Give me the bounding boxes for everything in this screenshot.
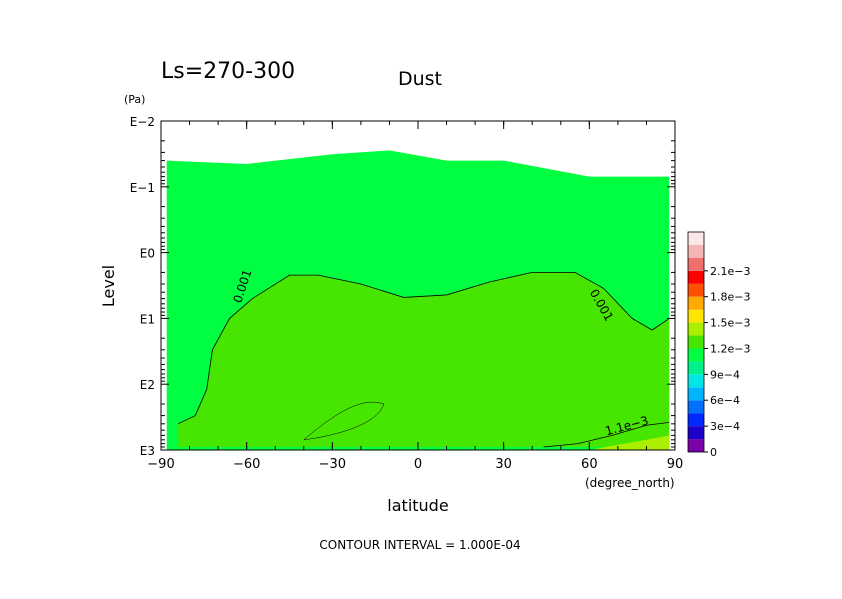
x-tick-label: 0 <box>414 457 422 472</box>
colorbar-swatch <box>688 348 704 362</box>
colorbar-swatch <box>688 400 704 414</box>
colorbar-swatch <box>688 244 704 258</box>
colorbar-swatch <box>688 413 704 427</box>
x-tick-label: 90 <box>667 457 684 472</box>
colorbar-swatch <box>688 232 704 245</box>
colorbar-tick-label: 3e−4 <box>710 420 740 433</box>
x-axis-label: latitude <box>387 496 448 515</box>
y-tick-label: E−2 <box>130 115 155 129</box>
colorbar-tick-label: 2.1e−3 <box>710 265 750 278</box>
colorbar-swatch <box>688 322 704 336</box>
colorbar-tick-label: 1.5e−3 <box>710 317 750 330</box>
colorbar-swatch <box>688 387 704 401</box>
y-tick-label: E1 <box>140 312 155 326</box>
dust-lobe <box>302 401 385 441</box>
contour-line-0 <box>177 272 670 425</box>
y-tick-label: E3 <box>140 444 155 458</box>
colorbar-tick-label: 9e−4 <box>710 368 740 381</box>
colorbar-swatch <box>688 257 704 271</box>
colorbar-swatch <box>688 361 704 375</box>
colorbar-tick-label: 1.2e−3 <box>710 342 750 355</box>
colorbar-swatch <box>688 270 704 284</box>
chart-title: Dust <box>398 68 442 90</box>
colorbar-swatch <box>688 309 704 323</box>
colorbar-frame <box>687 231 705 453</box>
x-unit-label: (degree_north) <box>585 476 675 490</box>
axes: −90 −60 −30 0 30 60 90 E−2 E−1 E0 E1 E2 E3 <box>130 115 684 472</box>
colorbar-swatch <box>688 335 704 349</box>
x-tick-label: −90 <box>147 457 174 472</box>
y-unit-label: (Pa) <box>124 93 145 106</box>
x-tick-label: −30 <box>319 457 346 472</box>
x-tick-label: 60 <box>581 457 598 472</box>
y-axis-label: Level <box>99 265 118 307</box>
colorbar-tick-label: 6e−4 <box>710 394 740 407</box>
colorbar-tick-label: 0 <box>710 446 717 459</box>
contour-interval-note: CONTOUR INTERVAL = 1.000E-04 <box>319 538 520 552</box>
y-tick-label: E0 <box>140 247 155 261</box>
colorbar: 0 3e−4 6e−4 9e−4 1.2e−3 1.5e−3 1.8e−3 2.1e−3 <box>687 231 750 459</box>
colorbar-swatch <box>688 426 704 440</box>
panel-label: Ls=270-300 <box>161 59 295 84</box>
colorbar-tick-label: 1.8e−3 <box>710 291 750 304</box>
contour-line-1 <box>543 421 670 448</box>
colorbar-swatch <box>688 439 704 452</box>
colorbar-swatch <box>688 283 704 297</box>
x-tick-label: 30 <box>495 457 512 472</box>
x-tick-label: −60 <box>233 457 260 472</box>
y-tick-label: E−1 <box>130 181 155 195</box>
y-tick-label: E2 <box>140 378 155 392</box>
dust-high-region <box>178 272 670 447</box>
dust-max-pocket <box>589 435 670 450</box>
colorbar-swatch <box>688 374 704 388</box>
colorbar-swatch <box>688 296 704 310</box>
